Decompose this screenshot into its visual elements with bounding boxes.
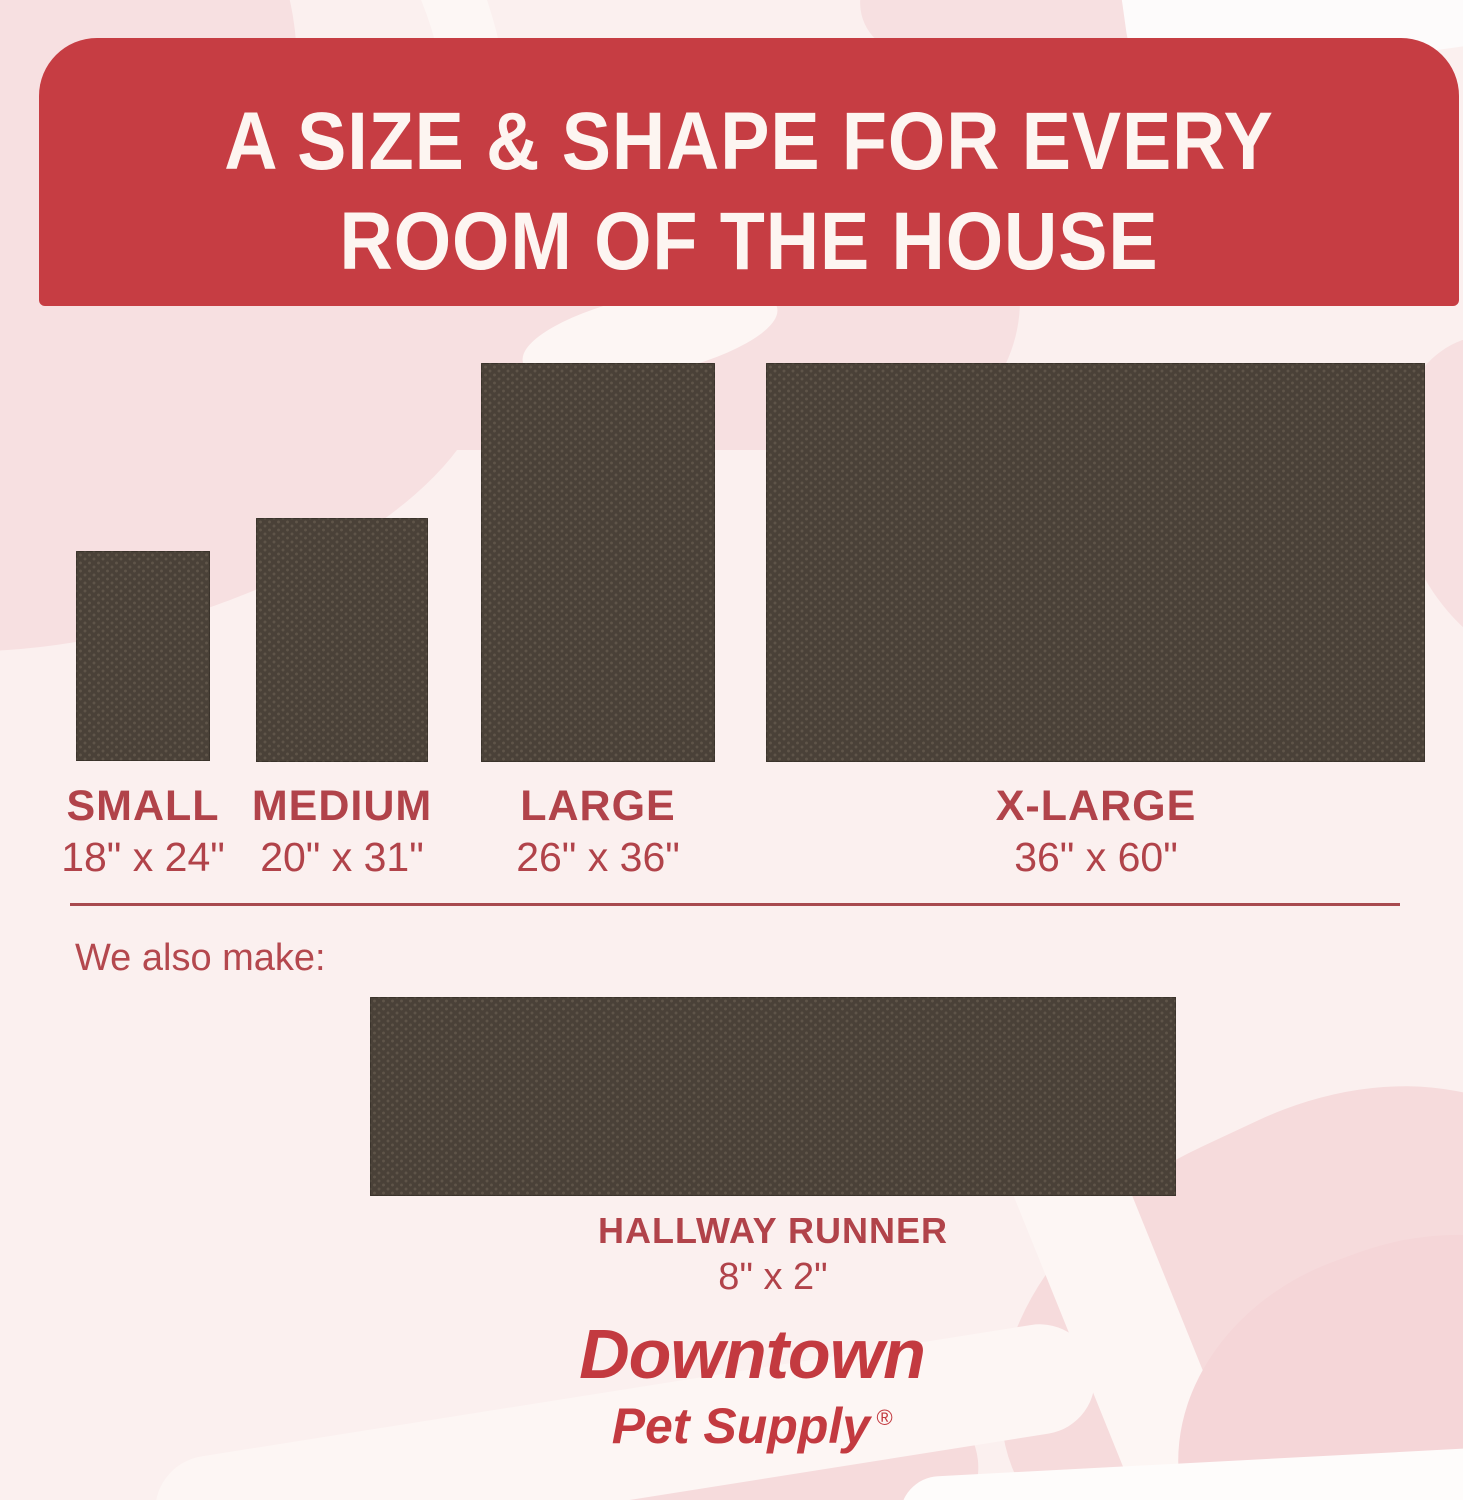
mat-swatch-medium <box>256 518 428 762</box>
mat-swatch-large <box>481 363 715 762</box>
size-name: X-LARGE <box>995 782 1197 830</box>
size-dimensions: 26" x 36" <box>516 834 680 880</box>
brand-subtitle-text: Pet Supply <box>611 1398 871 1454</box>
size-name: HALLWAY RUNNER <box>597 1210 949 1251</box>
we-also-make-label: We also make: <box>75 937 326 979</box>
size-label-large: LARGE 26" x 36" <box>516 782 680 880</box>
size-label-x-large: X-LARGE 36" x 60" <box>996 782 1197 880</box>
mat-swatch-hallway-runner <box>370 997 1176 1196</box>
page-title: A SIZE & SHAPE FOR EVERY ROOM OF THE HOU… <box>39 92 1459 292</box>
brand-subtitle: Pet Supply ® <box>579 1390 925 1454</box>
size-dimensions: 20" x 31" <box>260 834 424 880</box>
section-divider <box>70 903 1400 906</box>
mat-swatch-x-large <box>766 363 1425 762</box>
page-title-line2: ROOM OF THE HOUSE <box>339 196 1159 287</box>
brand-name: Downtown <box>579 1315 926 1393</box>
mat-swatch-small <box>76 551 210 761</box>
size-dimensions: 18" x 24" <box>61 834 225 880</box>
page-title-line1: A SIZE & SHAPE FOR EVERY <box>224 96 1274 187</box>
size-dimensions: 36" x 60" <box>1014 834 1178 880</box>
brand-logo: Downtown Pet Supply ® <box>579 1315 926 1454</box>
size-label-hallway-runner: HALLWAY RUNNER 8" x 2" <box>598 1210 948 1298</box>
size-label-medium: MEDIUM 20" x 31" <box>252 782 432 880</box>
size-dimensions: 8" x 2" <box>718 1256 828 1298</box>
size-name: LARGE <box>520 782 676 830</box>
size-name: MEDIUM <box>251 782 433 830</box>
header-banner: A SIZE & SHAPE FOR EVERY ROOM OF THE HOU… <box>39 38 1459 306</box>
size-label-small: SMALL 18" x 24" <box>61 782 225 880</box>
registered-trademark-mark: ® <box>876 1405 893 1430</box>
size-name: SMALL <box>66 782 220 830</box>
